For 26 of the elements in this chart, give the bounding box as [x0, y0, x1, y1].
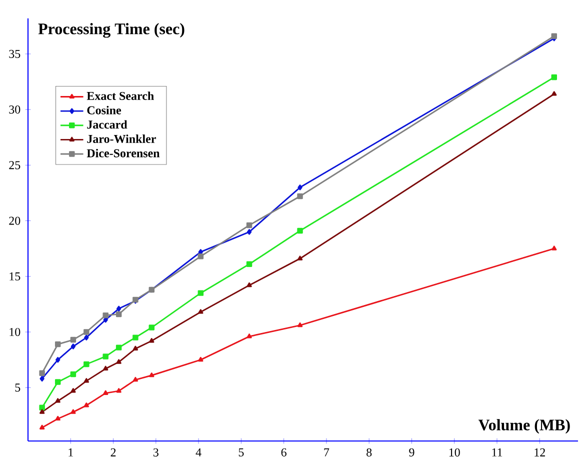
legend-label: Exact Search	[86, 92, 154, 100]
x-tick-label: 12	[534, 448, 545, 456]
y-tick-label: 25	[9, 161, 20, 170]
y-tick-label: 20	[9, 216, 20, 225]
x-tick-label: 2	[110, 448, 116, 456]
x-tick-label: 9	[409, 448, 414, 456]
legend-label: Dice-Sorensen	[86, 148, 160, 158]
x-tick-label: 11	[492, 448, 502, 456]
legend-label: Jaro-Winkler	[87, 134, 156, 144]
x-axis-title: Volume (MB)	[478, 419, 570, 434]
legend-label: Cosine	[87, 106, 122, 114]
x-tick-label: 3	[153, 448, 158, 456]
y-tick-label: 15	[10, 272, 20, 280]
y-axis-title: Processing Time (sec)	[38, 23, 184, 38]
x-tick-label: 7	[324, 448, 330, 456]
y-tick-label: 30	[9, 105, 20, 114]
x-tick-label: 4	[196, 448, 202, 456]
x-tick-label: 10	[449, 448, 460, 456]
y-tick-label: 35	[9, 50, 20, 58]
x-tick-label: 1	[68, 448, 73, 456]
legend-label: Jaccard	[87, 120, 128, 129]
y-tick-label: 5	[15, 384, 20, 392]
x-tick-label: 6	[281, 448, 286, 456]
y-tick-label: 10	[10, 328, 20, 336]
x-tick-label: 8	[366, 448, 372, 456]
x-tick-label: 5	[238, 448, 244, 456]
